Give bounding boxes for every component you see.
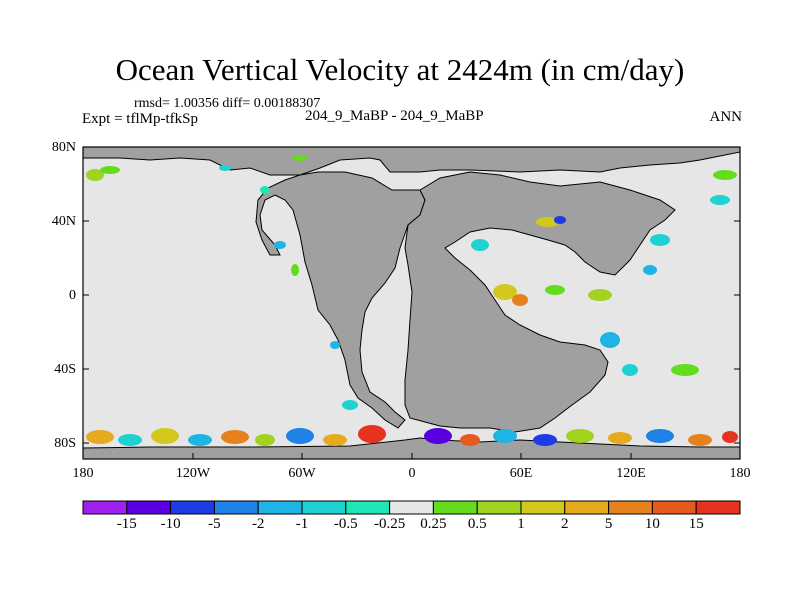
colorbar-swatch <box>608 500 653 515</box>
stats-line: rmsd= 1.00356 diff= 0.00188307 <box>134 96 321 111</box>
colorbar-swatch <box>389 500 434 515</box>
colorbar-swatch <box>126 500 172 515</box>
colorbar-swatch <box>170 500 215 515</box>
land-arctic <box>82 146 741 176</box>
colorbar-label: 2 <box>561 516 569 532</box>
lat-tick-40s: 40S <box>54 362 76 377</box>
colorbar-swatch <box>520 500 566 515</box>
colorbar-swatch <box>257 500 303 515</box>
lon-tick-60w: 60W <box>288 466 316 481</box>
tick-marks <box>82 146 741 459</box>
lat-tick-80n: 80N <box>51 140 76 155</box>
lon-tick-60e: 60E <box>509 466 533 481</box>
colorbar-label: 0.5 <box>467 516 487 532</box>
colorbar-label: -0.5 <box>333 516 358 532</box>
colorbar-swatch <box>432 500 478 515</box>
lat-tick-0: 0 <box>69 288 76 303</box>
lat-tick-40n: 40N <box>51 214 76 229</box>
colorbar-swatch <box>564 500 610 515</box>
colorbar-swatch <box>345 500 391 515</box>
southern-ocean-band <box>86 425 738 446</box>
lon-tick-120e: 120E <box>616 466 646 481</box>
colorbar-label: -1 <box>295 516 309 532</box>
lon-tick-180e: 180 <box>729 466 751 481</box>
lon-tick-180w: 180 <box>72 466 94 481</box>
colorbar-swatch <box>476 500 522 515</box>
colorbar-label: -0.25 <box>373 516 406 532</box>
colorbar-swatch <box>651 500 697 515</box>
colorbar-label: 0.25 <box>420 516 447 532</box>
season-label: ANN <box>709 109 743 125</box>
colorbar-label: -10 <box>160 516 181 532</box>
lat-tick-80s: 80S <box>54 436 76 451</box>
case-line: 204_9_MaBP - 204_9_MaBP <box>305 108 484 124</box>
lon-tick-0: 0 <box>408 466 416 481</box>
colorbar-swatch <box>213 500 259 515</box>
colorbar-label: 10 <box>644 516 660 532</box>
colorbar-label: -15 <box>116 516 137 532</box>
colorbar-label: -2 <box>251 516 265 532</box>
colorbar-swatch <box>301 500 347 515</box>
colorbar-label: 5 <box>604 516 613 532</box>
land-old-world <box>404 171 676 433</box>
experiment-line: Expt = tflMp-tfkSp <box>82 111 198 127</box>
colorbar-label: 15 <box>688 516 704 532</box>
colorbar-label: 1 <box>517 516 525 532</box>
anomaly-field <box>86 155 737 410</box>
colorbar-swatch <box>695 500 741 515</box>
colorbar-label: -5 <box>208 516 221 532</box>
chart-title: Ocean Vertical Velocity at 2424m (in cm/… <box>115 52 685 87</box>
colorbar-swatch <box>82 500 128 515</box>
lon-tick-120w: 120W <box>175 466 211 481</box>
